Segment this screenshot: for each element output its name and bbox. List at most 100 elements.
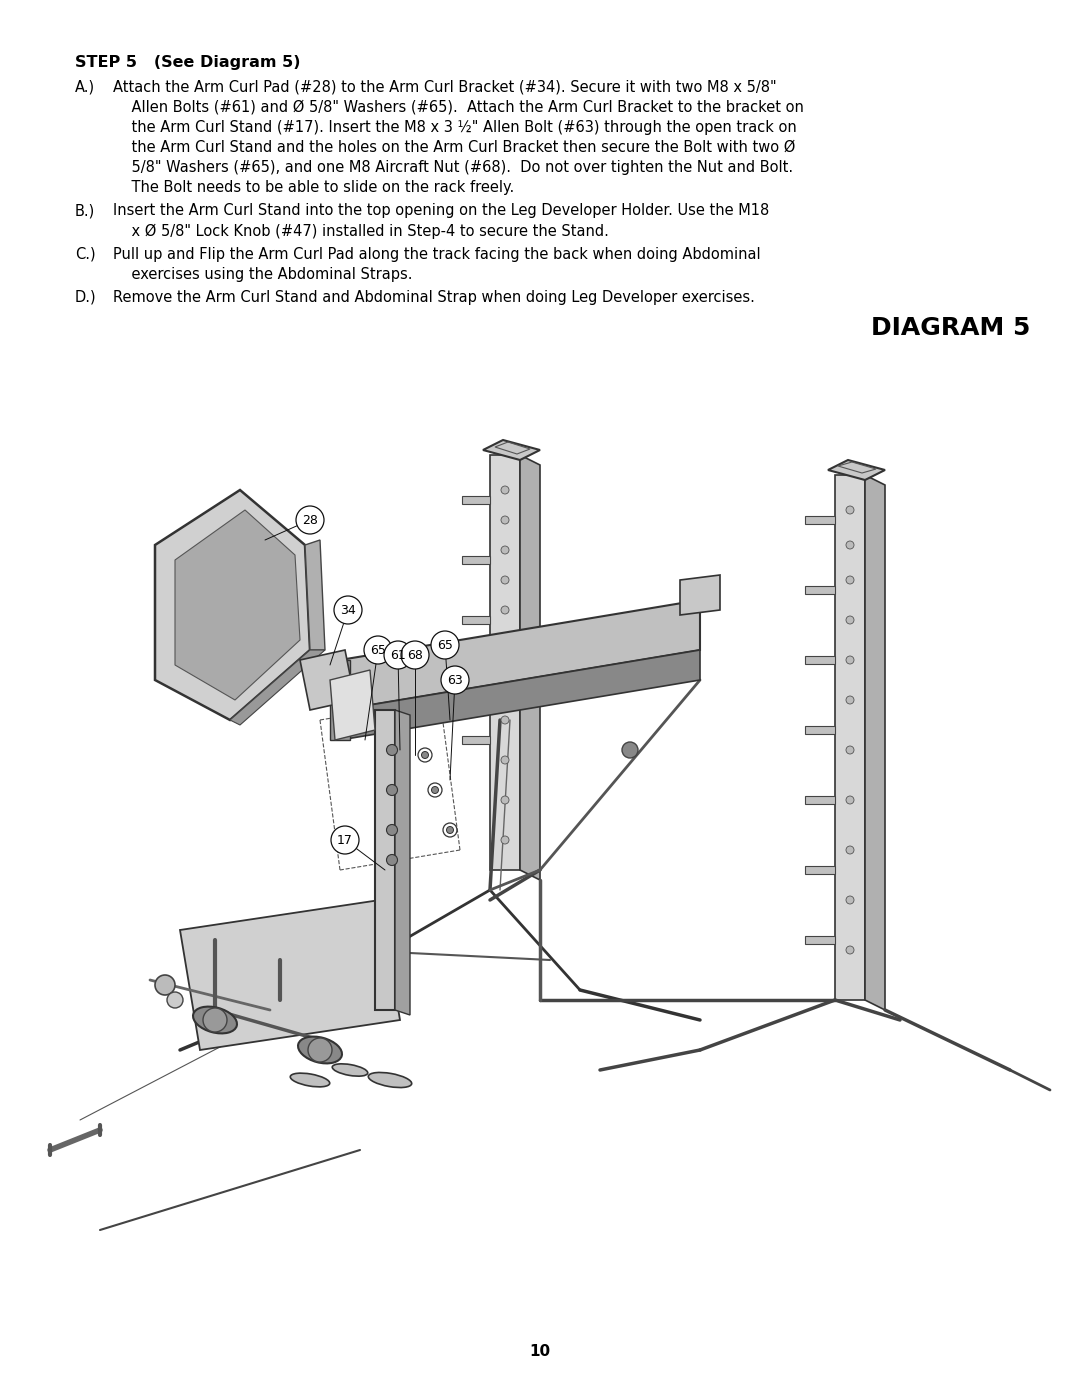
Circle shape xyxy=(501,515,509,524)
Polygon shape xyxy=(805,726,835,733)
Ellipse shape xyxy=(193,1007,237,1034)
Circle shape xyxy=(846,696,854,704)
Polygon shape xyxy=(805,796,835,805)
Text: x Ø 5/8" Lock Knob (#47) installed in Step-4 to secure the Stand.: x Ø 5/8" Lock Knob (#47) installed in St… xyxy=(113,224,609,239)
Text: exercises using the Abdominal Straps.: exercises using the Abdominal Straps. xyxy=(113,267,413,282)
Circle shape xyxy=(846,616,854,624)
Polygon shape xyxy=(835,475,865,1000)
Polygon shape xyxy=(805,657,835,664)
Polygon shape xyxy=(340,599,700,710)
Circle shape xyxy=(431,631,459,659)
Circle shape xyxy=(387,855,397,866)
Ellipse shape xyxy=(333,1065,368,1076)
Circle shape xyxy=(846,796,854,805)
Text: the Arm Curl Stand and the holes on the Arm Curl Bracket then secure the Bolt wi: the Arm Curl Stand and the holes on the … xyxy=(113,140,795,155)
Ellipse shape xyxy=(368,1073,411,1087)
Polygon shape xyxy=(805,936,835,944)
Circle shape xyxy=(308,1038,332,1062)
Circle shape xyxy=(846,506,854,514)
Text: Attach the Arm Curl Pad (#28) to the Arm Curl Bracket (#34). Secure it with two : Attach the Arm Curl Pad (#28) to the Arm… xyxy=(113,80,777,95)
Circle shape xyxy=(501,636,509,644)
Polygon shape xyxy=(462,736,490,745)
Text: DIAGRAM 5: DIAGRAM 5 xyxy=(870,316,1030,339)
Text: the Arm Curl Stand (#17). Insert the M8 x 3 ½" Allen Bolt (#63) through the open: the Arm Curl Stand (#17). Insert the M8 … xyxy=(113,120,797,136)
Polygon shape xyxy=(230,650,325,725)
Circle shape xyxy=(846,847,854,854)
Text: 68: 68 xyxy=(407,648,423,662)
Polygon shape xyxy=(395,710,410,1016)
Polygon shape xyxy=(340,650,700,740)
Polygon shape xyxy=(462,616,490,624)
Ellipse shape xyxy=(291,1073,329,1087)
Polygon shape xyxy=(156,490,310,719)
Circle shape xyxy=(501,676,509,685)
Circle shape xyxy=(846,657,854,664)
Text: C.): C.) xyxy=(75,247,96,261)
Circle shape xyxy=(384,641,411,669)
Circle shape xyxy=(622,742,638,759)
Circle shape xyxy=(501,576,509,584)
Circle shape xyxy=(446,827,454,834)
Text: 17: 17 xyxy=(337,834,353,847)
Polygon shape xyxy=(805,585,835,594)
Polygon shape xyxy=(490,455,519,870)
Circle shape xyxy=(846,746,854,754)
Text: Allen Bolts (#61) and Ø 5/8" Washers (#65).  Attach the Arm Curl Bracket to the : Allen Bolts (#61) and Ø 5/8" Washers (#6… xyxy=(113,99,804,115)
Text: STEP 5   (See Diagram 5): STEP 5 (See Diagram 5) xyxy=(75,54,300,70)
Polygon shape xyxy=(305,541,325,650)
Polygon shape xyxy=(375,710,395,1010)
Text: 65: 65 xyxy=(370,644,386,657)
Circle shape xyxy=(501,717,509,724)
Polygon shape xyxy=(828,460,885,481)
Text: 65: 65 xyxy=(437,638,453,651)
Circle shape xyxy=(501,486,509,495)
Polygon shape xyxy=(462,496,490,504)
Circle shape xyxy=(330,826,359,854)
Polygon shape xyxy=(462,556,490,564)
Text: 10: 10 xyxy=(529,1344,551,1359)
Polygon shape xyxy=(462,676,490,685)
Polygon shape xyxy=(180,900,400,1051)
Circle shape xyxy=(421,752,429,759)
Text: B.): B.) xyxy=(75,204,95,218)
Polygon shape xyxy=(680,576,720,615)
Circle shape xyxy=(387,785,397,795)
Circle shape xyxy=(441,666,469,694)
Circle shape xyxy=(364,636,392,664)
Circle shape xyxy=(203,1009,227,1032)
Circle shape xyxy=(296,506,324,534)
Circle shape xyxy=(167,992,183,1009)
Circle shape xyxy=(846,895,854,904)
Text: 28: 28 xyxy=(302,514,318,527)
Circle shape xyxy=(387,824,397,835)
Circle shape xyxy=(501,546,509,555)
Text: Remove the Arm Curl Stand and Abdominal Strap when doing Leg Developer exercises: Remove the Arm Curl Stand and Abdominal … xyxy=(113,291,755,305)
Text: 63: 63 xyxy=(447,673,463,686)
Polygon shape xyxy=(805,515,835,524)
Circle shape xyxy=(501,756,509,764)
Circle shape xyxy=(401,641,429,669)
Circle shape xyxy=(846,576,854,584)
Polygon shape xyxy=(805,866,835,875)
Text: D.): D.) xyxy=(75,291,96,305)
Circle shape xyxy=(156,975,175,995)
Text: The Bolt needs to be able to slide on the rack freely.: The Bolt needs to be able to slide on th… xyxy=(113,180,514,196)
Text: Pull up and Flip the Arm Curl Pad along the track facing the back when doing Abd: Pull up and Flip the Arm Curl Pad along … xyxy=(113,247,760,261)
Text: A.): A.) xyxy=(75,80,95,95)
Circle shape xyxy=(846,946,854,954)
Text: Insert the Arm Curl Stand into the top opening on the Leg Developer Holder. Use : Insert the Arm Curl Stand into the top o… xyxy=(113,204,769,218)
Ellipse shape xyxy=(298,1037,342,1063)
Text: 34: 34 xyxy=(340,604,356,616)
Circle shape xyxy=(432,787,438,793)
Circle shape xyxy=(387,745,397,756)
Circle shape xyxy=(334,597,362,624)
Circle shape xyxy=(501,606,509,615)
Polygon shape xyxy=(865,475,885,1010)
Polygon shape xyxy=(483,440,540,460)
Polygon shape xyxy=(330,659,350,740)
Polygon shape xyxy=(330,671,375,740)
Polygon shape xyxy=(519,455,540,880)
Circle shape xyxy=(501,835,509,844)
Polygon shape xyxy=(175,510,300,700)
Circle shape xyxy=(846,541,854,549)
